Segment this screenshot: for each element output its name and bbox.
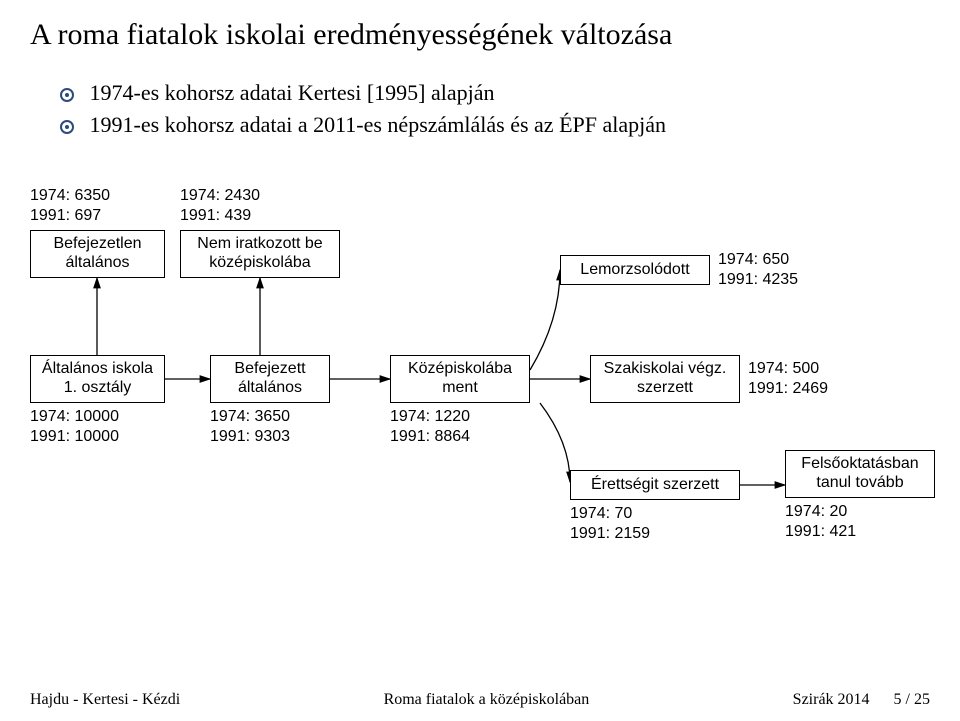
bullet-icon [60,88,74,102]
node-stats-lemorzs: 1974: 6501991: 4235 [718,250,798,290]
bullet-item: 1991-es kohorsz adatai a 2011-es népszám… [60,112,666,138]
bullet-item: 1974-es kohorsz adatai Kertesi [1995] al… [60,80,666,106]
slide-title: A roma fiatalok iskolai eredményességéne… [30,18,672,52]
node-nem_irat: Nem iratkozott beközépiskolába [180,230,340,278]
node-stats-kozepisk_ment: 1974: 12201991: 8864 [390,407,470,447]
node-kozepisk_ment: Középiskolábament [390,355,530,403]
node-stats-alt_1oszt: 1974: 100001991: 10000 [30,407,119,447]
node-stats-befejezetlen: 1974: 63501991: 697 [30,186,110,226]
bullet-icon [60,120,74,134]
node-felsookt: Felsőoktatásbantanul tovább [785,450,935,498]
bullet-text: 1974-es kohorsz adatai Kertesi [1995] al… [90,80,495,105]
slide-footer: Hajdu - Kertesi - Kézdi Roma fiatalok a … [0,691,960,709]
flow-diagram: Befejezetlenáltalános1974: 63501991: 697… [0,170,960,650]
node-stats-szakisk_vegz: 1974: 5001991: 2469 [748,359,828,399]
node-alt_1oszt: Általános iskola1. osztály [30,355,165,403]
node-befejezett_alt: Befejezettáltalános [210,355,330,403]
node-stats-nem_irat: 1974: 24301991: 439 [180,186,260,226]
node-stats-felsookt: 1974: 201991: 421 [785,502,856,542]
node-erettsegi: Érettségit szerzett [570,470,740,500]
footer-page: 5 / 25 [894,691,930,708]
footer-venue: Szirák 2014 [793,691,870,708]
node-stats-befejezett_alt: 1974: 36501991: 9303 [210,407,290,447]
node-befejezetlen: Befejezetlenáltalános [30,230,165,278]
node-lemorzs: Lemorzsolódott [560,255,710,285]
bullet-text: 1991-es kohorsz adatai a 2011-es népszám… [90,112,667,137]
node-szakisk_vegz: Szakiskolai végz.szerzett [590,355,740,403]
footer-authors: Hajdu - Kertesi - Kézdi [30,691,180,709]
footer-right: Szirák 2014 5 / 25 [793,691,930,709]
footer-title: Roma fiatalok a középiskolában [384,691,590,709]
bullet-list: 1974-es kohorsz adatai Kertesi [1995] al… [60,80,666,144]
node-stats-erettsegi: 1974: 701991: 2159 [570,504,650,544]
